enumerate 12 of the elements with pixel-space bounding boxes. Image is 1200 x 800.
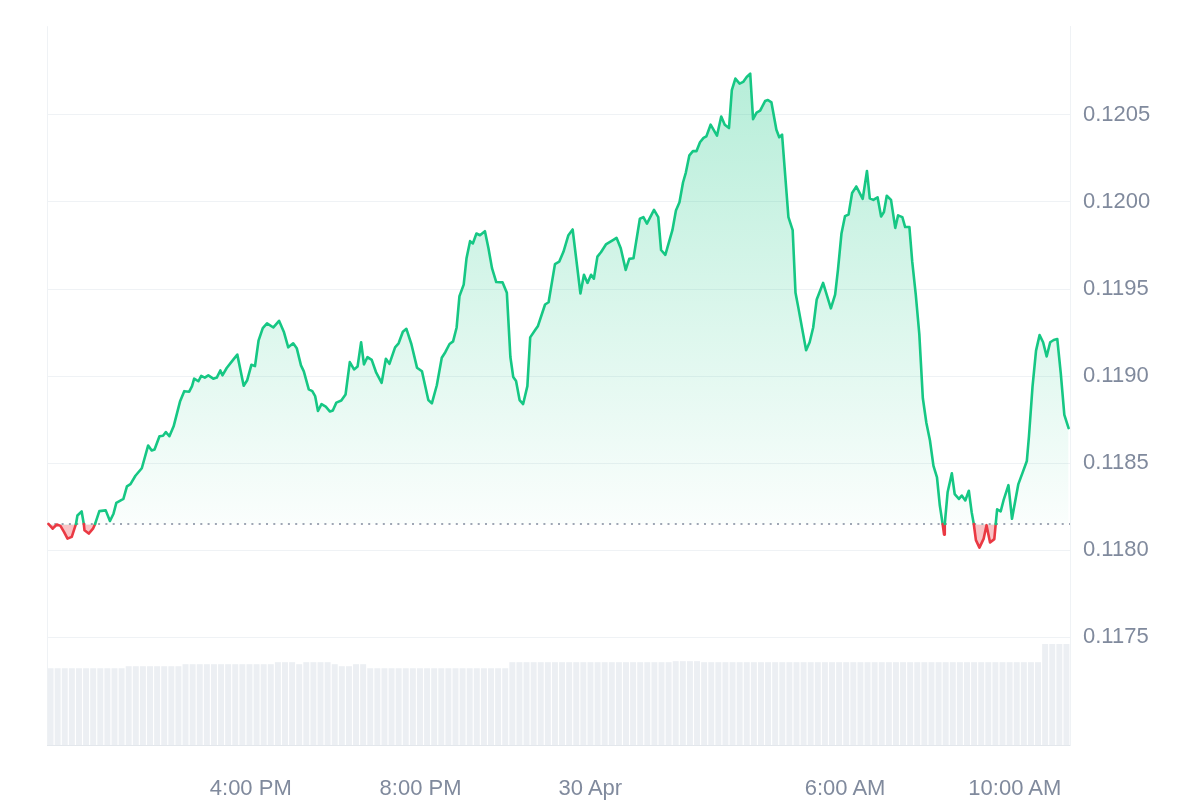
y-tick-label: 0.1175: [1083, 623, 1149, 649]
x-tick-label: 6:00 AM: [804, 775, 886, 800]
y-tick-label: 0.1205: [1083, 101, 1151, 127]
y-tick-label: 0.1185: [1083, 449, 1149, 475]
x-tick-label: 10:00 AM: [968, 775, 1062, 800]
y-tick-label: 0.1195: [1083, 275, 1149, 301]
y-tick-label: 0.1180: [1083, 536, 1149, 562]
x-tick-label: 8:00 PM: [379, 775, 462, 800]
y-tick-label: 0.1190: [1083, 362, 1149, 388]
y-tick-label: 0.1200: [1083, 188, 1151, 214]
x-tick-label: 4:00 PM: [209, 775, 292, 800]
x-tick-label: 30 Apr: [558, 775, 623, 800]
